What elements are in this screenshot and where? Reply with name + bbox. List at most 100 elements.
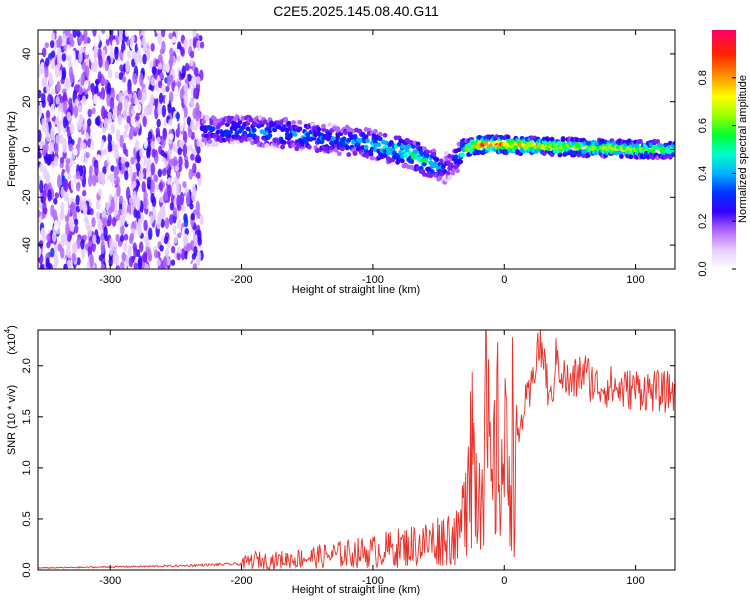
spectrogram-noise-cell (53, 156, 59, 167)
spectrogram-ridge-cell (237, 119, 243, 125)
spectrogram-ridge-cell (388, 140, 394, 145)
spectrogram-ridge-cell (459, 152, 465, 158)
spectrogram-noise-cell (96, 95, 101, 110)
spectrogram-noise-cell (142, 87, 147, 102)
spectrogram-noise-cell (139, 157, 145, 167)
spectrogram-noise-cell (83, 80, 89, 90)
spectrogram-noise-cell (82, 122, 88, 132)
spectrogram-noise-cell (61, 52, 66, 62)
spectrogram-noise-cell (107, 116, 112, 125)
spectrogram-ridge-cell (352, 150, 358, 156)
spectrogram-noise-cell (141, 181, 146, 193)
spectrogram-ridge-cell (278, 120, 284, 126)
spectrogram-noise-cell (66, 44, 71, 56)
spectrogram-noise-cell (46, 233, 51, 242)
spectrogram-noise-cell (160, 205, 166, 217)
spectrogram-noise-cell (58, 30, 63, 36)
spectrogram-noise-cell (123, 233, 129, 241)
spectrogram-noise-cell (87, 240, 93, 247)
spectrogram-noise-cell (175, 227, 180, 234)
spectrogram-noise-cell (134, 97, 139, 105)
spectrogram-noise-cell (173, 236, 178, 245)
spectrogram-noise-cell (38, 199, 41, 208)
spectrogram-ridge-cell (377, 136, 383, 142)
spectrogram-noise-cell (190, 119, 195, 131)
spectrogram-noise-cell (73, 148, 78, 156)
snr-series-line (38, 330, 675, 570)
spectrogram-noise-cell (72, 67, 78, 76)
spectrogram-noise-cell (156, 118, 161, 128)
spectrogram-noise-cell (68, 218, 74, 232)
spectrogram-ridge-cell (455, 168, 460, 174)
spectrogram-ridge-cell (335, 135, 341, 140)
spectrogram-noise-cell (96, 135, 102, 149)
spectrogram-noise-cell (155, 183, 160, 190)
spectrogram-noise-cell (91, 217, 96, 228)
spectrogram-noise-cell (38, 63, 42, 78)
spectrogram-noise-cell (98, 54, 103, 68)
spectrogram-noise-cell (157, 32, 162, 45)
spectrogram-y-axis-title: Frequency (Hz) (6, 111, 18, 187)
x-tick-label: 0 (501, 274, 507, 286)
spectrogram-noise-cell (160, 161, 165, 170)
spectrogram-noise-cell (150, 179, 155, 193)
spectrogram-noise-cell (129, 232, 135, 241)
spectrogram-noise-cell (138, 185, 143, 196)
spectrogram-noise-cell (169, 47, 174, 57)
spectrogram-ridge-cell (346, 137, 352, 143)
spectrogram-noise-cell (129, 127, 134, 139)
spectrogram-noise-cell (121, 76, 127, 83)
spectrogram-noise-cell (175, 128, 180, 138)
spectrogram-noise-cell (65, 158, 71, 165)
spectrogram-noise-cell (89, 49, 95, 64)
spectrogram-ridge-cell (286, 120, 292, 126)
spectrogram-noise-cell (105, 30, 110, 40)
spectrogram-noise-cell (166, 241, 171, 249)
spectrogram-noise-cell (133, 208, 138, 219)
spectrogram-noise-cell (137, 38, 142, 51)
spectrogram-noise-cell (53, 197, 58, 205)
spectrogram-ridge-cell (565, 146, 571, 152)
spectrogram-ridge-cell (210, 126, 216, 132)
spectrogram-noise-cell (46, 241, 51, 249)
spectrogram-noise-cell (136, 103, 142, 114)
spectrogram-noise-cell (48, 72, 53, 85)
spectrogram-noise-cell (112, 240, 118, 253)
spectrogram-noise-cell (144, 263, 149, 269)
spectrogram-noise-cell (63, 178, 69, 193)
spectrogram-noise-cell (55, 96, 60, 105)
spectrogram-noise-cell (100, 240, 106, 255)
spectrogram-noise-cell (60, 233, 66, 247)
spectrogram-noise-cell (137, 89, 143, 101)
spectrogram-noise-cell (150, 30, 155, 43)
spectrogram-noise-cell (63, 263, 68, 269)
spectrogram-noise-cell (130, 35, 135, 43)
spectrogram-noise-cell (183, 92, 188, 106)
spectrogram-ridge-cell (226, 133, 232, 139)
spectrogram-marks (38, 30, 675, 269)
spectrogram-ridge-cell (403, 152, 408, 158)
spectrogram-ridge-cell (445, 170, 451, 176)
spectrogram-noise-cell (39, 162, 44, 173)
spectrogram-noise-cell (142, 115, 147, 128)
spectrogram-noise-cell (144, 78, 150, 89)
spectrogram-noise-cell (62, 137, 67, 152)
spectrogram-noise-cell (172, 183, 177, 196)
spectrogram-noise-cell (189, 85, 194, 98)
spectrogram-noise-cell (183, 82, 189, 94)
spectrogram-ridge-cell (619, 154, 624, 159)
spectrogram-ridge-cell (273, 137, 279, 143)
spectrogram-noise-cell (41, 229, 47, 243)
spectrogram-ridge-cell (483, 141, 489, 147)
spectrogram-noise-cell (138, 241, 144, 253)
spectrogram-noise-cell (60, 186, 65, 198)
spectrogram-noise-cell (76, 30, 81, 38)
spectrogram-noise-cell (162, 127, 168, 141)
spectrogram-noise-cell (172, 225, 177, 236)
spectrogram-noise-cell (196, 250, 202, 264)
snr-y-axis-title: SNR (10 * v/v) (6, 385, 18, 455)
colorbar-title: Normalized spectral amplitude (737, 75, 749, 223)
spectrogram-noise-cell (81, 95, 87, 106)
spectrogram-noise-cell (169, 74, 174, 83)
spectrogram-noise-cell (125, 60, 130, 73)
